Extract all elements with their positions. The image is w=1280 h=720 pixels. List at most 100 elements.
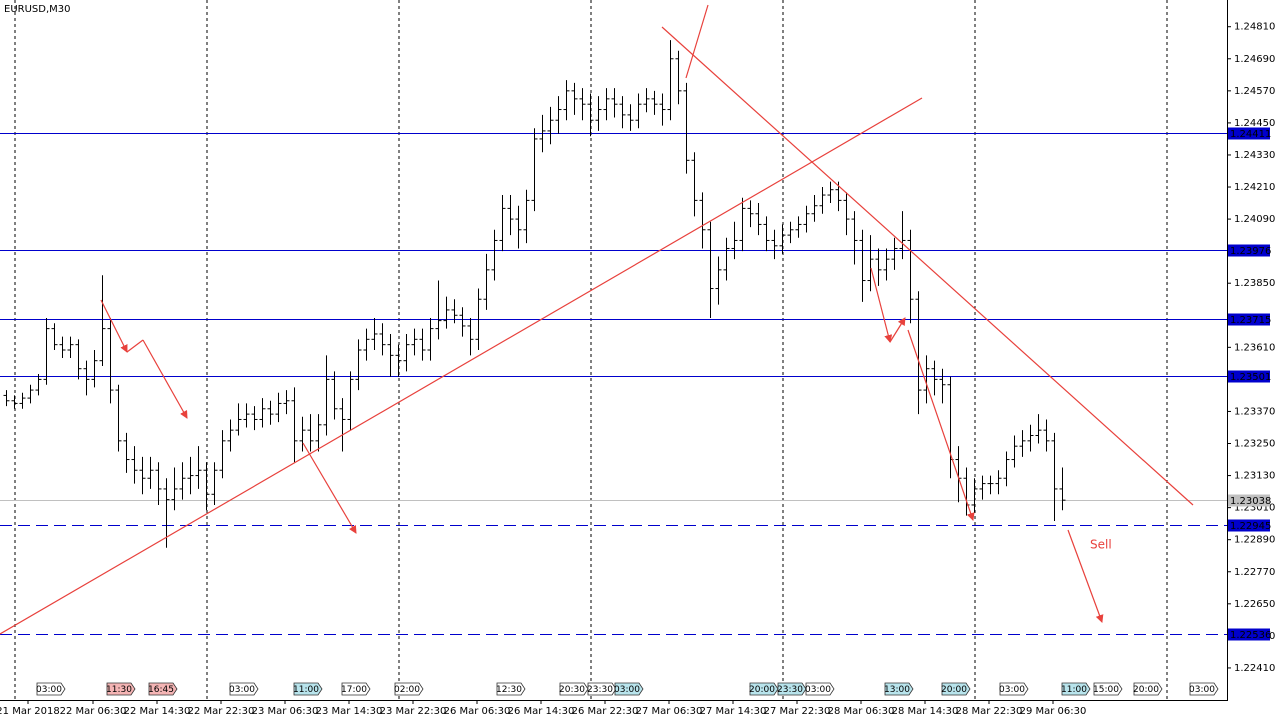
- event-marker: [106, 682, 136, 696]
- x-tick-label: 27 Mar 22:30: [764, 706, 831, 717]
- chart-title: EURUSD,M30: [4, 4, 70, 15]
- level-label: 1.23715: [1230, 315, 1271, 326]
- event-marker: [941, 682, 971, 696]
- x-tick-label: 27 Mar 06:30: [636, 706, 703, 717]
- event-marker-label: 20:30: [559, 685, 585, 695]
- event-marker: [1189, 682, 1219, 696]
- event-marker-label: 03:00: [614, 685, 640, 695]
- event-marker-label: 02:00: [394, 685, 420, 695]
- event-marker-label: 03:00: [1189, 685, 1215, 695]
- x-tick-label: 21 Mar 2018: [0, 706, 60, 717]
- bars: [3, 40, 1066, 548]
- x-tick-label: 27 Mar 14:30: [700, 706, 767, 717]
- y-tick-label: 1.23250: [1234, 439, 1275, 450]
- x-tick-label: 28 Mar 22:30: [956, 706, 1023, 717]
- event-marker: [1093, 682, 1123, 696]
- y-tick-label: 1.22770: [1234, 567, 1275, 578]
- event-marker-label: 20:00: [1133, 685, 1159, 695]
- trend-line: [0, 97, 923, 635]
- x-tick-label: 23 Mar 06:30: [252, 706, 319, 717]
- x-tick-label: 23 Mar 22:30: [380, 706, 447, 717]
- event-marker: [614, 682, 644, 696]
- event-marker: [999, 682, 1029, 696]
- level-label: 1.23976: [1230, 246, 1271, 257]
- y-tick-label: 1.23130: [1234, 471, 1275, 482]
- x-tick-label: 22 Mar 14:30: [124, 706, 191, 717]
- level-label-box: [1228, 628, 1270, 641]
- x-tick-label: 28 Mar 06:30: [828, 706, 895, 717]
- y-tick-label: 1.24210: [1234, 182, 1275, 193]
- event-marker: [587, 682, 617, 696]
- level-label: 1.24411: [1230, 129, 1271, 140]
- y-tick-label: 1.24450: [1234, 118, 1275, 129]
- levels: [0, 133, 1227, 635]
- level-label-box: [1228, 313, 1270, 326]
- event-marker-label: 20:00: [941, 685, 967, 695]
- y-tick-label: 1.22890: [1234, 535, 1275, 546]
- event-marker: [229, 682, 259, 696]
- arrow: [100, 299, 128, 353]
- event-marker-label: 11:30: [106, 685, 132, 695]
- event-marker-label: 03:00: [999, 685, 1025, 695]
- arrow: [870, 267, 893, 343]
- event-marker-label: 11:00: [1061, 685, 1087, 695]
- event-marker: [559, 682, 589, 696]
- event-marker: [394, 682, 424, 696]
- y-tick-label: 1.24570: [1234, 86, 1275, 97]
- level-label: 1.23038: [1230, 496, 1271, 507]
- level-label-box: [1228, 494, 1270, 507]
- trend-line: [661, 26, 1194, 506]
- event-marker: [496, 682, 526, 696]
- event-marker: [341, 682, 371, 696]
- event-marker: [293, 682, 323, 696]
- event-marker: [148, 682, 178, 696]
- event-marker-label: 11:00: [293, 685, 319, 695]
- event-marker-label: 17:00: [341, 685, 367, 695]
- y-tick-label: 1.23850: [1234, 278, 1275, 289]
- event-marker: [1133, 682, 1163, 696]
- x-tick-label: 26 Mar 06:30: [444, 706, 511, 717]
- arrow: [302, 442, 357, 534]
- y-tick-label: 1.23610: [1234, 342, 1275, 353]
- arrow: [1067, 529, 1104, 623]
- event-marker-label: 20:00: [749, 685, 775, 695]
- event-marker-label: 03:00: [805, 685, 831, 695]
- trend-line: [685, 4, 709, 79]
- y-tick-label: 1.24090: [1234, 214, 1275, 225]
- x-tick-label: 29 Mar 06:30: [1020, 706, 1087, 717]
- y-tick-label: 1.22410: [1234, 663, 1275, 674]
- y-tick-label: 1.23370: [1234, 406, 1275, 417]
- axes: 1.24810 1.24690 1.24570 1.24450 1.24330 1.242…: [0, 22, 1275, 717]
- x-tick-label: 28 Mar 14:30: [892, 706, 959, 717]
- arrow: [889, 317, 906, 343]
- y-tick-label: 1.24330: [1234, 150, 1275, 161]
- level-label-box: [1228, 244, 1270, 257]
- arrow: [142, 339, 188, 419]
- level-label: 1.22536: [1230, 630, 1271, 641]
- y-tick-label: 1.22650: [1234, 599, 1275, 610]
- y-tick-label: 1.23010: [1234, 503, 1275, 514]
- arrow: [126, 339, 144, 353]
- annotation: Sell: [1090, 538, 1112, 552]
- y-tick-label: 1.24810: [1234, 22, 1275, 33]
- level-label-box: [1228, 370, 1270, 383]
- level-label: 1.22945: [1230, 521, 1271, 532]
- level-label-box: [1228, 519, 1270, 532]
- x-tick-label: 22 Mar 06:30: [60, 706, 127, 717]
- event-marker: [1061, 682, 1091, 696]
- event-marker-label: 23:30: [587, 685, 613, 695]
- event-marker-label: 03:00: [36, 685, 62, 695]
- event-marker: [36, 682, 66, 696]
- event-marker-label: 23:30: [777, 685, 803, 695]
- event-marker-label: 13:00: [884, 685, 910, 695]
- event-marker: [805, 682, 835, 696]
- event-marker-label: 15:00: [1093, 685, 1119, 695]
- y-tick-label: 1.24690: [1234, 54, 1275, 65]
- x-tick-label: 23 Mar 14:30: [316, 706, 383, 717]
- level-label-box: [1228, 127, 1270, 140]
- drawings: [0, 4, 1194, 635]
- event-marker: [777, 682, 807, 696]
- x-tick-label: 22 Mar 22:30: [188, 706, 255, 717]
